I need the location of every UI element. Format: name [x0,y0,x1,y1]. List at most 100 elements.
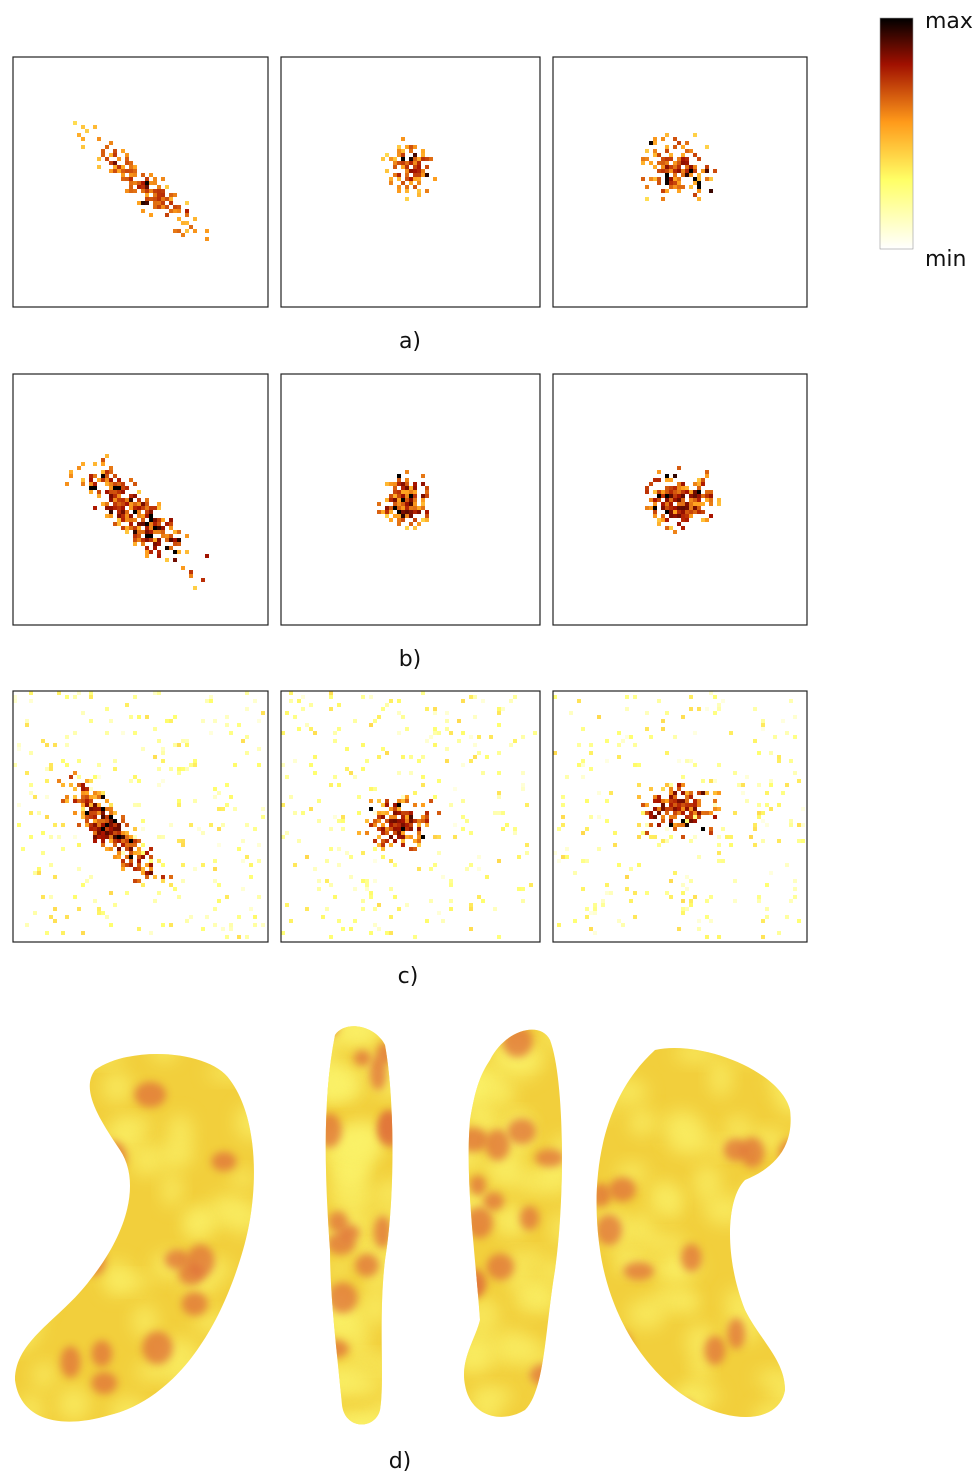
heat-pixel [157,205,161,209]
heat-pixel [425,486,429,490]
heat-pixel [681,811,685,815]
heat-pixel [189,763,193,767]
heat-pixel [669,799,673,803]
heat-pixel [649,141,653,145]
heat-pixel [93,482,97,486]
heat-pixel [145,502,149,506]
heat-pixel [405,486,409,490]
heat-pixel [253,827,257,831]
heat-pixel [101,791,105,795]
page: max min a) b) c) d) (() => { const data … [0,0,979,1479]
heat-pixel [177,542,181,546]
heat-pixel [249,907,253,911]
heat-pixel [713,807,717,811]
heat-pixel [649,506,653,510]
surface-light [768,1059,814,1098]
heat-pixel [129,502,133,506]
heat-pixel [125,518,129,522]
heat-pixel [649,735,653,739]
heat-pixel [137,803,141,807]
heat-pixel [145,526,149,530]
heat-pixel [185,919,189,923]
heat-pixel [389,823,393,827]
heat-pixel [181,739,185,743]
heat-pixel [25,923,29,927]
heat-pixel [757,895,761,899]
heat-pixel [697,189,701,193]
heat-pixel [221,823,225,827]
heat-pixel [129,185,133,189]
heat-pixel [149,514,153,518]
heat-pixel [117,486,121,490]
heat-pixel [525,843,529,847]
heat-pixel [705,145,709,149]
heat-pixel [697,919,701,923]
surface-light [38,1048,80,1079]
heat-pixel [137,530,141,534]
heat-pixel [105,847,109,851]
heat-pixel [393,486,397,490]
heat-pixel [641,157,645,161]
heat-pixel [669,153,673,157]
heat-pixel [501,707,505,711]
heat-pixel [257,763,261,767]
heat-pixel [89,695,93,699]
figure: max min a) b) c) d) [0,0,979,1479]
heat-pixel [421,819,425,823]
heat-pixel [121,859,125,863]
surface-spot [596,1215,622,1246]
heat-pixel [381,831,385,835]
heat-pixel [681,510,685,514]
heat-pixel [89,795,93,799]
heat-pixel [681,807,685,811]
heat-pixel [157,783,161,787]
heat-pixel [557,827,561,831]
heat-pixel [89,490,93,494]
heat-pixel [313,867,317,871]
heat-pixel [405,498,409,502]
heat-pixel [413,803,417,807]
heat-pixel [497,795,501,799]
surface-light [578,1031,625,1067]
heat-pixel [469,927,473,931]
heat-pixel [777,803,781,807]
heat-pixel [657,799,661,803]
heat-pixel [521,787,525,791]
heat-pixel [137,538,141,542]
heat-pixel [373,819,377,823]
heat-pixel [81,883,85,887]
heat-pixel [689,185,693,189]
heat-pixel [753,823,757,827]
heat-pixel [417,831,421,835]
heat-pixel [633,695,637,699]
heat-pixel [141,867,145,871]
heat-pixel [133,169,137,173]
heat-pixel [53,875,57,879]
heat-pixel [713,799,717,803]
heat-pixel [89,787,93,791]
heat-pixel [749,835,753,839]
heat-pixel [177,799,181,803]
heat-pixel [405,827,409,831]
heat-pixel [89,486,93,490]
surface-light [537,1397,573,1416]
heat-pixel [385,751,389,755]
heat-pixel [97,775,101,779]
heat-pixel [637,823,641,827]
heat-pixel [461,731,465,735]
surface-light [550,1210,570,1246]
heat-pixel [665,145,669,149]
heat-pixel [401,490,405,494]
heat-pixel [121,177,125,181]
heat-pixel [717,807,721,811]
heat-pixel [173,743,177,747]
heat-pixel [133,731,137,735]
heat-pixel [169,518,173,522]
heat-pixel [677,759,681,763]
heat-pixel [373,879,377,883]
heat-pixel [137,863,141,867]
heat-pixel [105,145,109,149]
heat-pixel [377,799,381,803]
heat-pixel [681,799,685,803]
heat-pixel [377,819,381,823]
